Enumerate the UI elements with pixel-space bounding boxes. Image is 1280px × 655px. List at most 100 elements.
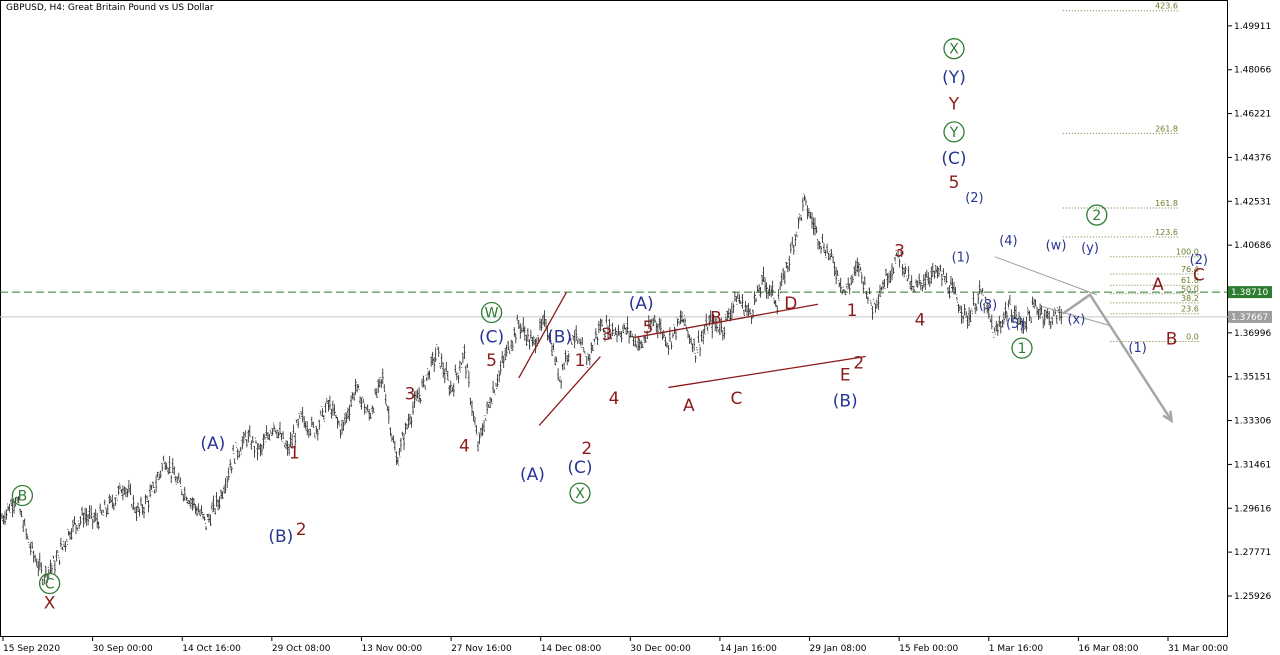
wave-channel-line [538,356,601,426]
x-tick-label: 29 Jan 08:00 [810,644,867,654]
y-tick-label: 1.36996 [1234,329,1271,339]
wave-label: B [1166,330,1178,350]
wave-label: 3 [405,384,416,404]
plot-frame [0,0,1228,637]
x-tick-label: 15 Sep 2020 [3,644,60,654]
wave-label-circle [1086,204,1108,226]
wave-label: 2 [853,353,864,373]
wave-label: A [683,396,695,416]
wave-label: (w) [1046,239,1067,254]
wave-label: 4 [915,311,926,331]
price-bars [1,193,1063,586]
y-tick-label: 1.27771 [1234,548,1271,558]
wave-label: (B) [268,527,293,547]
wave-label: (3) [979,298,997,313]
fib-level-label: 61.8 [1181,276,1199,285]
wave-label: D [784,294,797,314]
x-tick-label: 30 Sep 00:00 [93,644,153,654]
wave-label: 2 [581,439,592,459]
ask-price-tag-label: 1.38710 [1231,288,1268,298]
y-tick-label: 1.29616 [1234,504,1271,514]
wave-label: (C) [567,458,592,478]
wave-label: (1) [1128,341,1146,356]
y-tick-label: 1.46221 [1234,110,1271,120]
wave-label: (A) [629,294,654,314]
fib-level-label: 123.6 [1155,228,1178,237]
wave-label: W [485,306,499,322]
wave-channel-line [634,303,819,339]
wave-label: 5 [486,351,497,371]
wave-label: Y [948,94,960,114]
wave-label: C [45,576,55,592]
x-tick-label: 14 Dec 08:00 [541,644,602,654]
wave-label-circle [480,301,503,324]
fib-level-label: 161.8 [1155,199,1178,208]
wave-label: 1 [289,444,300,464]
trend-line [994,256,1097,296]
y-tick-label: 1.49911 [1234,22,1271,32]
wave-label: (A) [200,434,225,454]
wave-label-circle [38,572,61,595]
chart-title: GBPUSD, H4: Great Britain Pound vs US Do… [6,3,214,13]
wave-channel-line [518,292,567,379]
wave-label: (A) [520,465,545,485]
wave-label: 3 [602,325,613,345]
wave-label: X [44,593,56,613]
wave-label: 1 [847,301,858,321]
wave-label: 2 [1092,208,1101,224]
wave-label-circle [11,484,34,507]
wave-label: Y [949,125,959,141]
y-tick-label: 1.33306 [1234,417,1271,427]
wave-label-circle [943,38,965,60]
wave-label: (B) [547,327,572,347]
wave-label: (5) [1006,317,1024,332]
wave-label: X [949,42,959,58]
wave-label: 4 [459,437,470,457]
y-tick-label: 1.31461 [1234,460,1271,470]
x-tick-label: 14 Oct 16:00 [182,644,241,654]
wave-label: (x) [1067,312,1085,327]
x-tick-label: 27 Nov 16:00 [451,644,512,654]
wave-label: B [710,308,722,328]
x-tick-label: 1 Mar 16:00 [989,644,1044,654]
wave-label: 3 [894,242,905,262]
fib-level-label: 50.0 [1181,285,1199,294]
wave-label: X [575,486,585,502]
trend-line [1042,306,1111,327]
wave-label: A [1152,275,1164,295]
y-tick-label: 1.48066 [1234,66,1271,76]
x-tick-label: 15 Feb 00:00 [899,644,958,654]
wave-label: 5 [643,318,654,338]
wave-label: (y) [1081,241,1099,256]
wave-label: (4) [999,234,1017,249]
x-tick-label: 14 Jan 16:00 [720,644,777,654]
x-tick-label: 31 Mar 00:00 [1168,644,1228,654]
fib-level-label: 38.2 [1181,294,1199,303]
x-tick-label: 30 Dec 00:00 [630,644,691,654]
fib-level-label: 100.0 [1176,248,1199,257]
wave-label: 2 [296,520,307,540]
forecast-arrow [1062,293,1173,422]
wave-label: C [1193,265,1205,285]
y-tick-label: 1.25926 [1234,592,1271,602]
wave-label: (C) [941,149,966,169]
fib-level-label: 423.6 [1155,2,1178,11]
wave-label-circle [569,482,591,504]
wave-label-circle [943,121,965,143]
wave-label: (Y) [942,68,966,88]
fib-level-label: 23.6 [1181,305,1199,314]
y-tick-label: 1.44376 [1234,153,1271,163]
bid-price-tag-label: 1.37667 [1231,313,1268,323]
wave-label: (1) [952,250,970,265]
wave-label: (B) [833,391,858,411]
y-tick-label: 1.40686 [1234,241,1271,251]
ask-price-tag [1228,286,1272,299]
wave-label-circle [1011,337,1033,359]
forecast-arrow-head [1162,410,1174,424]
wave-label: 1 [1018,341,1027,357]
wave-label: C [730,389,742,409]
x-tick-label: 13 Nov 00:00 [361,644,422,654]
x-tick-label: 16 Mar 08:00 [1078,644,1138,654]
